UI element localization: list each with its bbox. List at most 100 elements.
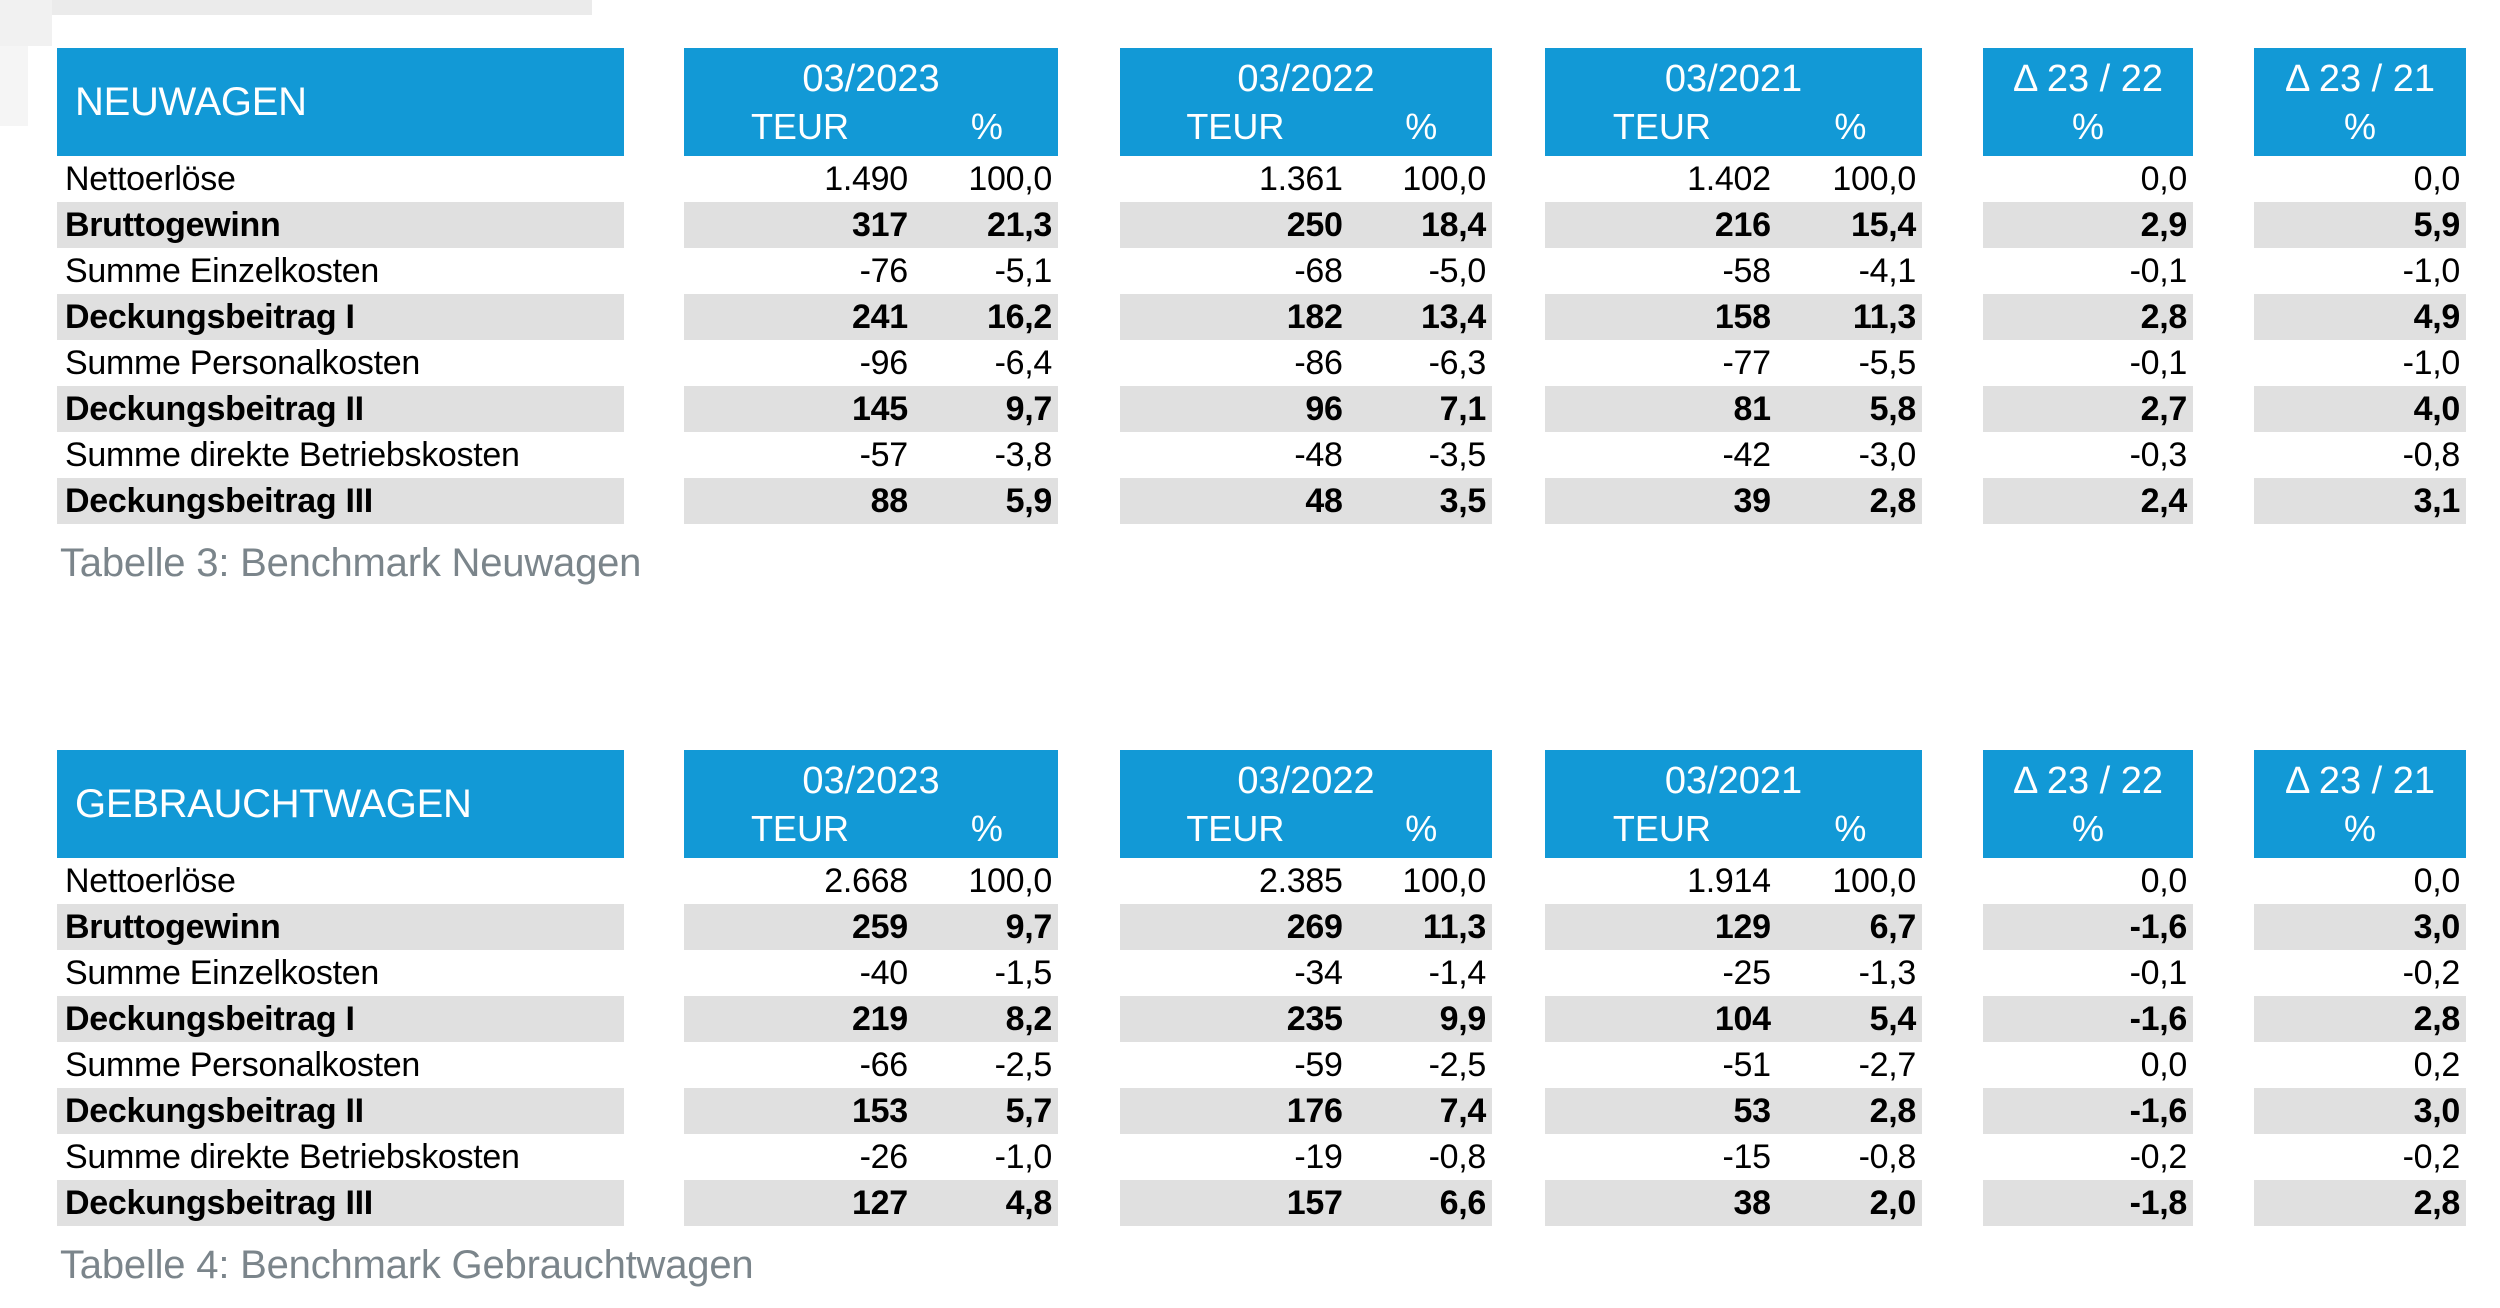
unit-percent-label: % (1834, 808, 1867, 849)
period-values-2021: 129 6,7 (1545, 904, 1922, 950)
value-delta: -1,0 (2402, 344, 2461, 382)
period-values-2021: -15 -0,8 (1545, 1134, 1922, 1180)
period-values-2022: 96 7,1 (1120, 386, 1492, 432)
value-teur: -86 (1294, 344, 1343, 382)
period-values-2022: -68 -5,0 (1120, 248, 1492, 294)
value-delta: 0,0 (2140, 160, 2188, 198)
value-percent: -1,0 (994, 1138, 1053, 1176)
period-values-2023: 317 21,3 (684, 202, 1058, 248)
value-teur: 2.668 (824, 862, 908, 900)
delta-value-23-21: 4,9 (2254, 294, 2466, 340)
period-values-2021: 1.402 100,0 (1545, 156, 1922, 202)
value-teur: -66 (859, 1046, 909, 1084)
value-percent: -5,5 (1858, 344, 1917, 382)
value-teur: -58 (1722, 252, 1771, 290)
value-teur: -19 (1294, 1138, 1343, 1176)
value-delta: 2,8 (2413, 1184, 2461, 1222)
value-percent: -2,5 (1428, 1046, 1487, 1084)
delta-value-23-22: 2,4 (1983, 478, 2193, 524)
value-teur: -26 (859, 1138, 909, 1176)
value-teur: 219 (852, 1000, 908, 1038)
value-teur: -57 (859, 436, 909, 474)
row-label: Deckungsbeitrag II (57, 1088, 624, 1134)
period-values-2023: 219 8,2 (684, 996, 1058, 1042)
delta-value-23-22: -1,6 (1983, 1088, 2193, 1134)
value-delta: 3,1 (2413, 482, 2461, 520)
period-values-2022: 235 9,9 (1120, 996, 1492, 1042)
value-teur: 158 (1714, 298, 1771, 336)
unit-teur-label: TEUR (1186, 808, 1285, 849)
value-teur: -25 (1722, 954, 1771, 992)
delta-value-23-22: 2,8 (1983, 294, 2193, 340)
unit-percent-label: % (2071, 808, 2104, 849)
value-teur: 129 (1714, 908, 1771, 946)
value-teur: -15 (1722, 1138, 1771, 1176)
delta-value-23-21: 3,1 (2254, 478, 2466, 524)
table-row: Nettoerlöse 1.490 100,0 1.361 100,0 1.40… (57, 156, 2466, 202)
value-percent: 100,0 (1832, 862, 1916, 900)
table-header-row: NEUWAGEN 03/2023 TEUR % 03/2022 TEUR % 0… (57, 48, 2466, 156)
value-teur: 241 (852, 298, 908, 336)
period-values-2023: -96 -6,4 (684, 340, 1058, 386)
period-values-2023: 88 5,9 (684, 478, 1058, 524)
delta-value-23-21: 0,2 (2254, 1042, 2466, 1088)
period-values-2021: -25 -1,3 (1545, 950, 1922, 996)
delta-value-23-21: 3,0 (2254, 904, 2466, 950)
unit-teur-label: TEUR (1612, 106, 1711, 147)
period-values-2022: 157 6,6 (1120, 1180, 1492, 1226)
value-teur: 53 (1733, 1092, 1772, 1130)
value-delta: 0,0 (2140, 1046, 2188, 1084)
table-title: NEUWAGEN (57, 48, 624, 156)
scan-artifact (0, 0, 52, 46)
value-teur: 96 (1305, 390, 1343, 428)
value-teur: -96 (859, 344, 909, 382)
value-percent: 15,4 (1851, 206, 1916, 244)
row-label: Deckungsbeitrag I (57, 996, 624, 1042)
row-label: Bruttogewinn (57, 202, 624, 248)
delta-value-23-22: 2,9 (1983, 202, 2193, 248)
value-teur: 182 (1286, 298, 1343, 336)
value-teur: 1.361 (1259, 160, 1343, 198)
unit-teur-label: TEUR (1612, 808, 1711, 849)
value-percent: 9,9 (1439, 1000, 1487, 1038)
value-delta: -0,2 (2402, 1138, 2461, 1176)
value-delta: 0,0 (2413, 862, 2461, 900)
period-values-2021: 1.914 100,0 (1545, 858, 1922, 904)
value-delta: -1,6 (2129, 1092, 2188, 1130)
row-label: Summe Einzelkosten (65, 252, 379, 290)
row-label: Bruttogewinn (57, 904, 624, 950)
value-percent: 5,9 (1005, 482, 1053, 520)
value-delta: 4,0 (2413, 390, 2461, 428)
delta-label: Δ 23 / 21 (2284, 760, 2436, 802)
delta-column-header-23-21: Δ 23 / 21 % (2254, 750, 2466, 858)
unit-percent-label: % (2343, 808, 2376, 849)
period-column-header-2023: 03/2023 TEUR % (684, 48, 1058, 156)
value-teur: 157 (1286, 1184, 1343, 1222)
value-percent: 6,7 (1869, 908, 1917, 946)
period-column-header-2023: 03/2023 TEUR % (684, 750, 1058, 858)
delta-value-23-21: -0,8 (2254, 432, 2466, 478)
period-values-2023: -40 -1,5 (684, 950, 1058, 996)
value-percent: 9,7 (1005, 908, 1053, 946)
period-values-2022: 1.361 100,0 (1120, 156, 1492, 202)
value-percent: 5,7 (1005, 1092, 1053, 1130)
value-teur: 145 (852, 390, 908, 428)
table-caption: Tabelle 3: Benchmark Neuwagen (60, 541, 642, 585)
value-teur: 259 (852, 908, 908, 946)
delta-value-23-21: 2,8 (2254, 996, 2466, 1042)
value-percent: -3,0 (1858, 436, 1917, 474)
value-teur: -34 (1294, 954, 1343, 992)
delta-column-header-23-22: Δ 23 / 22 % (1983, 750, 2193, 858)
value-percent: 3,5 (1439, 482, 1487, 520)
delta-value-23-21: 3,0 (2254, 1088, 2466, 1134)
delta-value-23-22: -1,8 (1983, 1180, 2193, 1226)
row-label: Summe Personalkosten (65, 344, 420, 382)
period-values-2023: -66 -2,5 (684, 1042, 1058, 1088)
value-delta: -0,1 (2129, 344, 2188, 382)
value-teur: -76 (859, 252, 909, 290)
period-values-2021: 81 5,8 (1545, 386, 1922, 432)
value-percent: -5,0 (1428, 252, 1487, 290)
value-teur: 1.490 (824, 160, 908, 198)
value-teur: 216 (1714, 206, 1771, 244)
benchmark-table-gebrauchtwagen: GEBRAUCHTWAGEN 03/2023 TEUR % 03/2022 TE… (57, 750, 2466, 1226)
